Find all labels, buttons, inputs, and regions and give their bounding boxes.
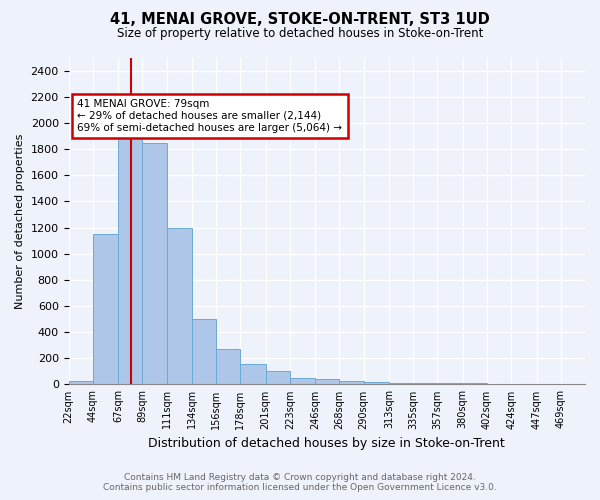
Bar	[68, 380, 93, 384]
Text: Contains HM Land Registry data © Crown copyright and database right 2024.
Contai: Contains HM Land Registry data © Crown c…	[103, 473, 497, 492]
Text: 41 MENAI GROVE: 79sqm
← 29% of detached houses are smaller (2,144)
69% of semi-d: 41 MENAI GROVE: 79sqm ← 29% of detached …	[77, 100, 343, 132]
Bar	[340, 380, 364, 384]
Bar	[167, 228, 192, 384]
Bar	[290, 378, 315, 384]
Bar	[266, 372, 290, 384]
Bar	[241, 364, 266, 384]
X-axis label: Distribution of detached houses by size in Stoke-on-Trent: Distribution of detached houses by size …	[148, 437, 505, 450]
Text: 41, MENAI GROVE, STOKE-ON-TRENT, ST3 1UD: 41, MENAI GROVE, STOKE-ON-TRENT, ST3 1UD	[110, 12, 490, 28]
Bar	[118, 130, 142, 384]
Bar	[142, 142, 167, 384]
Bar	[413, 383, 437, 384]
Bar	[216, 349, 241, 384]
Bar	[192, 319, 216, 384]
Bar	[463, 383, 487, 384]
Text: Size of property relative to detached houses in Stoke-on-Trent: Size of property relative to detached ho…	[117, 28, 483, 40]
Bar	[93, 234, 118, 384]
Y-axis label: Number of detached properties: Number of detached properties	[15, 134, 25, 308]
Bar	[364, 382, 389, 384]
Bar	[389, 383, 413, 384]
Bar	[315, 379, 340, 384]
